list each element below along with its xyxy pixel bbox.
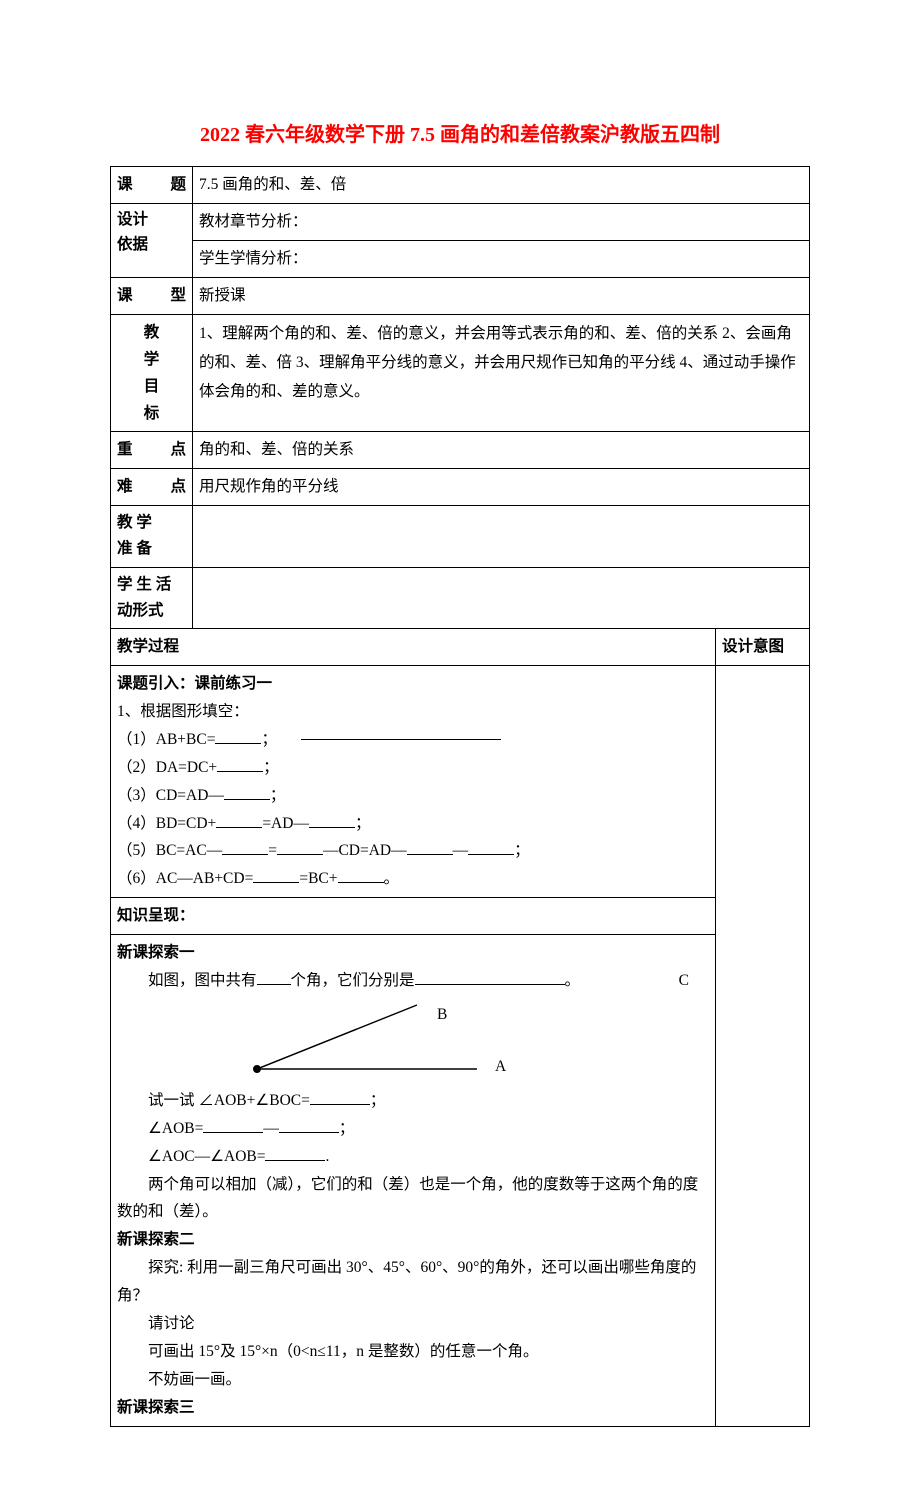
explore1-try: 试一试 ∠AOB+∠BOC=；	[117, 1087, 709, 1115]
intro-q-root: 1、根据图形填空：	[117, 698, 709, 726]
intro-q4: （4）BD=CD+=AD—；	[117, 810, 709, 838]
explore2-l2: 请讨论	[117, 1310, 709, 1338]
explore1-eq2: ∠AOC—∠AOB=.	[117, 1143, 709, 1171]
basis-line1: 教材章节分析：	[193, 203, 810, 240]
table-row: 教学过程 设计意图	[111, 629, 810, 666]
key-label: 重 点	[111, 432, 193, 469]
explore1-summary: 两个角可以相加（减），它们的和（差）也是一个角，他的度数等于这两个角的度数的和（…	[117, 1171, 709, 1227]
table-row: 重 点 角的和、差、倍的关系	[111, 432, 810, 469]
objectives-value: 1、理解两个角的和、差、倍的意义，并会用等式表示角的和、差、倍的关系 2、会画角…	[193, 314, 810, 432]
process-label: 教学过程	[111, 629, 716, 666]
table-row: 设计 依据 教材章节分析：	[111, 203, 810, 240]
key-value: 角的和、差、倍的关系	[193, 432, 810, 469]
activity-value	[193, 567, 810, 629]
page-title: 2022 春六年级数学下册 7.5 画角的和差倍教案沪教版五四制	[110, 120, 810, 150]
prep-value	[193, 505, 810, 567]
intro-q5: （5）BC=AC—=—CD=AD——；	[117, 837, 709, 865]
objectives-label: 教 学 目 标	[111, 314, 193, 432]
explore1-heading: 新课探索一	[117, 939, 709, 967]
basis-line2: 学生学情分析：	[193, 240, 810, 277]
table-row: 学生学情分析：	[111, 240, 810, 277]
explore2-l4: 不妨画一画。	[117, 1366, 709, 1394]
number-line-icon	[301, 739, 501, 740]
table-row: 课 题 7.5 画角的和、差、倍	[111, 167, 810, 204]
table-row: 学 生 活 动形式	[111, 567, 810, 629]
explore1-eq1: ∠AOB=—；	[117, 1115, 709, 1143]
angle-a-label: A	[495, 1053, 506, 1081]
angle-c-label: C	[648, 967, 689, 995]
topic-label: 课 题	[111, 167, 193, 204]
table-row: 知识呈现：	[111, 898, 810, 935]
table-row: 新课探索一 如图，图中共有个角，它们分别是。 C B A 试一试 ∠AOB+∠B	[111, 935, 810, 1426]
present-label: 知识呈现：	[111, 898, 716, 935]
intro-q6: （6）AC—AB+CD==BC+。	[117, 865, 709, 893]
explore2-heading: 新课探索二	[117, 1226, 709, 1254]
intro-q2: （2）DA=DC+；	[117, 754, 709, 782]
table-row: 教 学 准 备	[111, 505, 810, 567]
table-row: 教 学 目 标 1、理解两个角的和、差、倍的意义，并会用等式表示角的和、差、倍的…	[111, 314, 810, 432]
intro-q1: （1）AB+BC=；	[117, 726, 709, 754]
intro-q3: （3）CD=AD—；	[117, 782, 709, 810]
intro-cell: 课题引入：课前练习一 1、根据图形填空： （1）AB+BC=； （2）DA=DC…	[111, 666, 716, 898]
explore2-l3: 可画出 15°及 15°×n（0<n≤11，n 是整数）的任意一个角。	[117, 1338, 709, 1366]
diff-value: 用尺规作角的平分线	[193, 468, 810, 505]
intent-cell	[715, 666, 809, 1426]
type-label: 课 型	[111, 277, 193, 314]
table-row: 难 点 用尺规作角的平分线	[111, 468, 810, 505]
activity-label: 学 生 活 动形式	[111, 567, 193, 629]
prep-label: 教 学 准 备	[111, 505, 193, 567]
lesson-plan-table: 课 题 7.5 画角的和、差、倍 设计 依据 教材章节分析： 学生学情分析： 课…	[110, 166, 810, 1427]
explore1-line1: 如图，图中共有个角，它们分别是。 C	[117, 967, 709, 995]
table-row: 课 型 新授课	[111, 277, 810, 314]
angle-diagram-icon	[227, 997, 527, 1085]
table-row: 课题引入：课前练习一 1、根据图形填空： （1）AB+BC=； （2）DA=DC…	[111, 666, 810, 898]
explore3-heading: 新课探索三	[117, 1394, 709, 1422]
diff-label: 难 点	[111, 468, 193, 505]
explore-cell: 新课探索一 如图，图中共有个角，它们分别是。 C B A 试一试 ∠AOB+∠B	[111, 935, 716, 1426]
intro-heading: 课题引入：课前练习一	[117, 670, 709, 698]
type-value: 新授课	[193, 277, 810, 314]
intent-label: 设计意图	[715, 629, 809, 666]
angle-b-label: B	[437, 1001, 447, 1029]
topic-value: 7.5 画角的和、差、倍	[193, 167, 810, 204]
basis-label: 设计 依据	[111, 203, 193, 277]
